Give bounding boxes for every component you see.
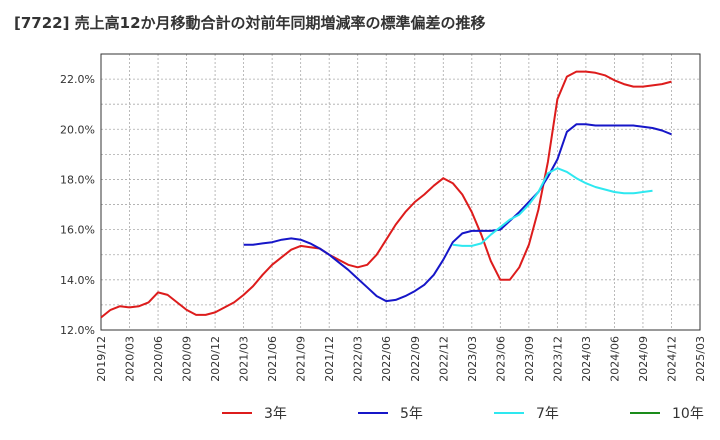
x-tick-label: 2024/03 bbox=[580, 336, 593, 382]
y-tick-label: 14.0% bbox=[60, 274, 95, 287]
x-tick-label: 2021/09 bbox=[295, 336, 308, 382]
x-tick-label: 2021/06 bbox=[266, 336, 279, 382]
x-tick-label: 2022/09 bbox=[409, 336, 422, 382]
series-line bbox=[100, 70, 672, 319]
series-line bbox=[452, 167, 653, 247]
x-tick-label: 2023/09 bbox=[523, 336, 536, 382]
x-tick-label: 2022/03 bbox=[352, 336, 365, 382]
chart-title: [7722] 売上高12か月移動合計の対前年同期増減率の標準偏差の推移 bbox=[14, 14, 486, 32]
y-tick-label: 18.0% bbox=[60, 173, 95, 186]
legend-label: 5年 bbox=[400, 406, 423, 422]
x-tick-label: 2020/12 bbox=[209, 336, 222, 382]
legend-label: 10年 bbox=[672, 406, 704, 422]
x-tick-label: 2020/06 bbox=[152, 336, 165, 382]
plot-frame bbox=[100, 53, 701, 331]
x-tick-label: 2022/12 bbox=[437, 336, 450, 382]
x-tick-label: 2024/06 bbox=[608, 336, 621, 382]
legend-label: 7年 bbox=[536, 406, 559, 422]
x-tick-label: 2025/03 bbox=[694, 336, 707, 382]
y-tick-label: 12.0% bbox=[60, 324, 95, 337]
x-tick-label: 2021/12 bbox=[323, 336, 336, 382]
x-tick-label: 2023/06 bbox=[494, 336, 507, 382]
legend-label: 3年 bbox=[264, 406, 287, 422]
x-tick-label: 2021/03 bbox=[238, 336, 251, 382]
series-line bbox=[243, 123, 672, 303]
x-tick-label: 2023/03 bbox=[466, 336, 479, 382]
plot-area bbox=[101, 54, 700, 330]
y-tick-label: 22.0% bbox=[60, 73, 95, 86]
y-tick-label: 20.0% bbox=[60, 123, 95, 136]
x-tick-label: 2023/12 bbox=[551, 336, 564, 382]
x-tick-label: 2024/09 bbox=[637, 336, 650, 382]
x-tick-label: 2020/03 bbox=[124, 336, 137, 382]
x-tick-label: 2020/09 bbox=[181, 336, 194, 382]
y-tick-label: 16.0% bbox=[60, 224, 95, 237]
x-tick-label: 2022/06 bbox=[380, 336, 393, 382]
x-tick-label: 2019/12 bbox=[95, 336, 108, 382]
x-tick-label: 2024/12 bbox=[665, 336, 678, 382]
